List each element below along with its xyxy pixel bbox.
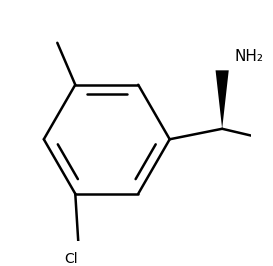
Polygon shape (216, 70, 229, 129)
Text: NH₂: NH₂ (234, 49, 263, 64)
Text: Cl: Cl (64, 252, 78, 266)
